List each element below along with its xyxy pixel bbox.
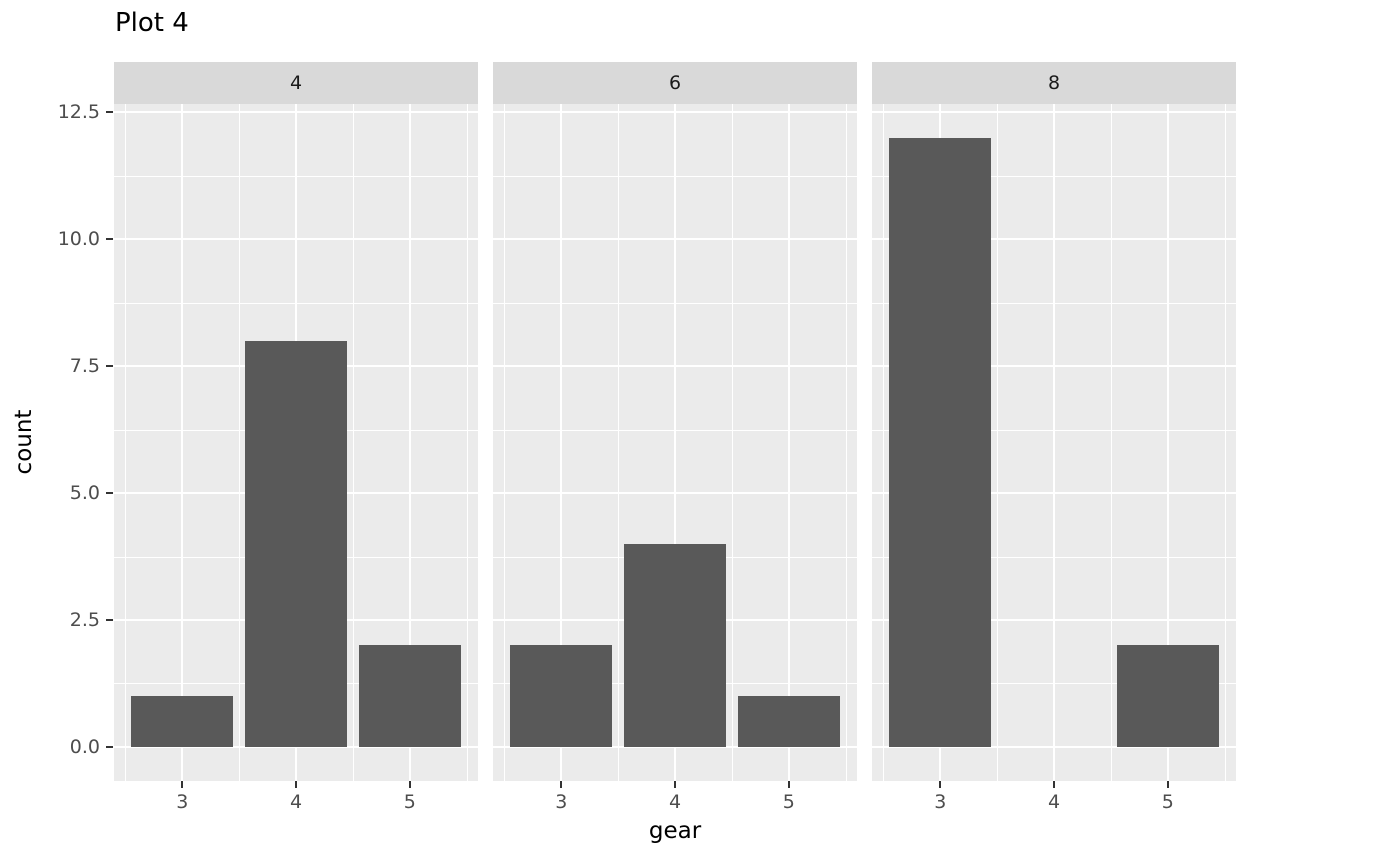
x-tick-label: 5 — [403, 791, 416, 813]
bar-facet8-gear3 — [889, 137, 992, 747]
x-tick-mark — [181, 781, 184, 788]
bar-facet8-gear5 — [1116, 645, 1219, 747]
x-tick-mark — [787, 781, 790, 788]
y-tick-mark — [106, 238, 113, 241]
facet-strip-label: 4 — [289, 72, 303, 94]
gridline-major-v — [408, 104, 411, 781]
bar-facet4-gear3 — [131, 696, 234, 747]
bar-facet4-gear4 — [244, 340, 348, 747]
gridline-major-v — [1166, 104, 1169, 781]
x-tick-mark — [295, 781, 297, 788]
x-tick-label: 4 — [668, 791, 682, 813]
bar-facet6-gear5 — [737, 696, 840, 747]
x-tick-mark — [1166, 781, 1169, 788]
x-tick-mark — [939, 781, 942, 788]
gridline-minor-v — [845, 104, 847, 781]
panel — [114, 104, 478, 781]
gridline-minor-v — [731, 104, 733, 781]
y-tick-label: 2.5 — [69, 609, 100, 631]
gridline-major-v — [181, 104, 184, 781]
x-axis: 3 4 5 — [872, 781, 1236, 822]
x-tick-label: 3 — [934, 791, 947, 813]
x-axis-title: gear — [648, 818, 702, 844]
y-tick-label: 0.0 — [69, 735, 100, 758]
gridline-minor-v — [883, 104, 885, 781]
x-tick-label: 4 — [1047, 791, 1061, 813]
y-tick-label: 12.5 — [57, 101, 100, 124]
facet-strip-label: 6 — [668, 72, 682, 94]
facet-8: 8 3 4 5 — [872, 62, 1236, 822]
facet-strip: 6 — [493, 62, 857, 104]
x-tick-label: 4 — [289, 791, 303, 813]
facet-grid: 4 3 4 5 6 3 4 5 8 3 4 5 — [114, 62, 1236, 822]
gridline-major-v — [787, 104, 790, 781]
facet-6: 6 3 4 5 — [493, 62, 857, 822]
x-tick-mark — [408, 781, 411, 788]
gridline-minor-v — [239, 104, 241, 781]
y-tick-label: 7.5 — [69, 355, 100, 378]
x-axis: 3 4 5 — [493, 781, 857, 822]
gridline-minor-v — [1224, 104, 1226, 781]
x-axis: 3 4 5 — [114, 781, 478, 822]
gridline-minor-v — [618, 104, 620, 781]
x-tick-mark — [674, 781, 676, 788]
gridline-major-v — [560, 104, 563, 781]
gridline-minor-v — [1110, 104, 1112, 781]
x-tick-label: 5 — [1161, 791, 1174, 813]
gridline-minor-v — [125, 104, 127, 781]
plot-title: Plot 4 — [115, 8, 189, 38]
gridline-minor-v — [997, 104, 999, 781]
bar-facet6-gear4 — [623, 543, 727, 747]
x-tick-label: 5 — [782, 791, 795, 813]
y-tick-mark — [106, 745, 113, 748]
facet-strip-label: 8 — [1047, 72, 1061, 94]
y-tick-mark — [106, 111, 113, 114]
panel — [493, 104, 857, 781]
y-axis: 0.0 2.5 5.0 7.5 10.0 12.5 — [0, 101, 114, 781]
x-tick-label: 3 — [176, 791, 189, 813]
facet-4: 4 3 4 5 — [114, 62, 478, 822]
bar-facet4-gear5 — [358, 645, 461, 747]
x-tick-label: 3 — [555, 791, 568, 813]
y-tick-mark — [106, 365, 113, 368]
y-tick-label: 5.0 — [69, 482, 100, 505]
facet-strip: 4 — [114, 62, 478, 104]
gridline-minor-v — [504, 104, 506, 781]
y-tick-label: 10.0 — [57, 228, 100, 251]
bar-facet6-gear3 — [510, 645, 613, 747]
x-tick-mark — [1053, 781, 1055, 788]
x-tick-mark — [560, 781, 563, 788]
gridline-minor-v — [352, 104, 354, 781]
gridline-minor-v — [466, 104, 468, 781]
facet-strip: 8 — [872, 62, 1236, 104]
panel — [872, 104, 1236, 781]
y-tick-mark — [106, 619, 113, 621]
gridline-major-v — [674, 104, 676, 781]
gridline-major-v — [1053, 104, 1055, 781]
y-tick-mark — [106, 492, 113, 495]
